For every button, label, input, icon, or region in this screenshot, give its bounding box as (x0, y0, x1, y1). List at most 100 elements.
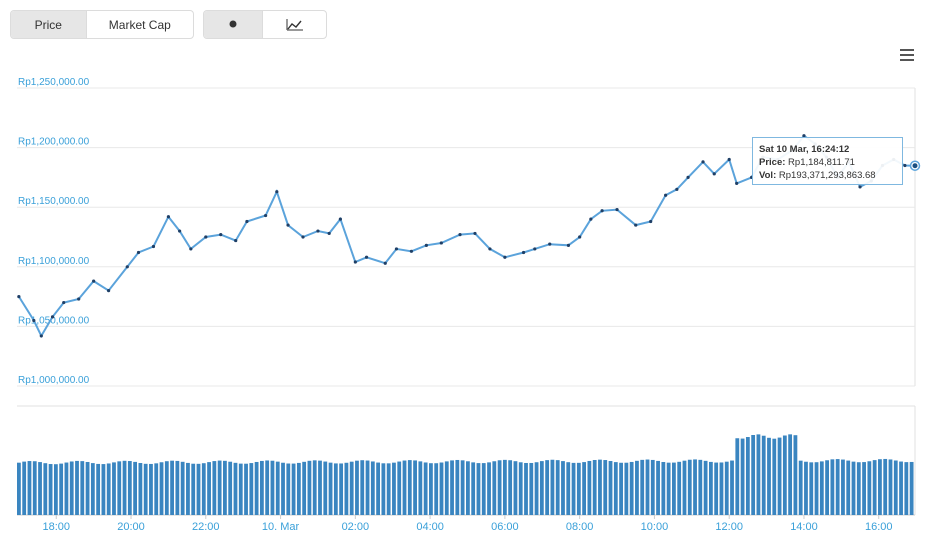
volume-bar (159, 462, 164, 515)
tab-market-cap[interactable]: Market Cap (85, 11, 193, 38)
volume-bar (22, 461, 27, 515)
price-point (600, 209, 604, 213)
volume-bar (254, 461, 259, 515)
price-point (136, 250, 141, 255)
price-point (533, 247, 537, 251)
y-tick-label: Rp1,050,000.00 (18, 315, 90, 326)
volume-bar (318, 460, 322, 515)
y-tick-label: Rp1,250,000.00 (18, 77, 90, 88)
volume-bar (672, 462, 676, 515)
volume-bar (745, 437, 750, 515)
volume-bar (561, 461, 565, 515)
volume-bar (212, 461, 217, 515)
price-point (219, 233, 223, 237)
volume-bar (846, 460, 851, 515)
volume-bar (386, 463, 391, 515)
volume-bar (899, 461, 903, 515)
volume-bar (513, 461, 518, 515)
x-tick-label: 12:00 (715, 521, 743, 533)
volume-bar (909, 461, 914, 515)
x-tick-label: 18:00 (42, 521, 70, 533)
volume-bar (878, 459, 882, 515)
volume-bar (735, 438, 740, 515)
volume-bar (635, 460, 639, 515)
volume-bar (524, 462, 528, 515)
volume-bar (862, 462, 866, 515)
volume-bar (793, 435, 798, 515)
volume-bar (360, 460, 365, 515)
price-point (488, 247, 492, 251)
volume-bar (724, 461, 729, 515)
volume-bar (719, 462, 724, 515)
volume-bar (550, 459, 555, 515)
price-point (566, 243, 571, 247)
volume-bar (407, 460, 412, 515)
tooltip-date: Sat 10 Mar, 16:24:12 (759, 144, 850, 155)
volume-bar (450, 460, 454, 515)
volume-bar (344, 462, 349, 515)
volume-bar (656, 460, 660, 515)
price-point (316, 229, 320, 233)
volume-bar (392, 462, 396, 515)
volume-bar (619, 462, 623, 515)
volume-bar (43, 463, 48, 515)
price-point (17, 295, 21, 299)
volume-bar (122, 460, 127, 515)
price-point (615, 207, 619, 212)
volume-bar (751, 435, 756, 515)
volume-bar (349, 461, 354, 515)
volume-bar (106, 463, 111, 515)
volume-bar (75, 460, 79, 515)
volume-bar (249, 463, 254, 515)
volume-bar (48, 464, 53, 515)
scatter-view-button[interactable] (204, 11, 262, 38)
volume-bar (434, 463, 439, 515)
x-tick-label: 04:00 (416, 521, 444, 533)
volume-bar (772, 438, 777, 515)
volume-bar (761, 435, 766, 515)
price-point (903, 163, 907, 168)
volume-bar (677, 461, 682, 515)
hamburger-menu-icon[interactable] (900, 49, 914, 61)
volume-bar (402, 460, 407, 515)
volume-bar (186, 462, 190, 515)
line-view-button[interactable] (262, 11, 326, 38)
volume-bar (180, 461, 185, 515)
volume-bar (598, 459, 602, 515)
volume-bar (59, 463, 64, 515)
volume-bar (518, 462, 523, 515)
price-point (394, 247, 399, 251)
volume-bar (682, 460, 687, 515)
volume-bar (534, 462, 539, 515)
volume-bar (270, 460, 275, 515)
volume-bar (904, 462, 909, 515)
price-point (649, 219, 653, 224)
volume-bar (476, 463, 481, 515)
volume-bar (27, 461, 32, 515)
volume-bar (53, 464, 58, 515)
volume-bar (339, 463, 344, 515)
price-marketcap-toggle: Price Market Cap (10, 10, 194, 39)
volume-bar (714, 462, 719, 515)
volume-bar (69, 461, 74, 515)
price-point (178, 229, 182, 233)
volume-bar (117, 461, 122, 515)
volume-bar (851, 461, 856, 515)
price-point (578, 235, 582, 239)
volume-bar (112, 462, 116, 515)
volume-bar (777, 437, 782, 515)
x-tick-label: 06:00 (491, 521, 519, 533)
volume-bar (149, 463, 153, 515)
price-point (275, 190, 279, 194)
price-point (301, 235, 305, 239)
volume-bar (872, 460, 877, 515)
price-point (802, 134, 806, 138)
dot-icon (229, 20, 237, 28)
price-point (634, 223, 638, 227)
hover-point (912, 163, 918, 169)
volume-bar (825, 460, 829, 515)
volume-bar (819, 461, 824, 515)
volume-bar (798, 460, 803, 515)
tab-price[interactable]: Price (11, 11, 86, 38)
price-point (701, 160, 705, 164)
